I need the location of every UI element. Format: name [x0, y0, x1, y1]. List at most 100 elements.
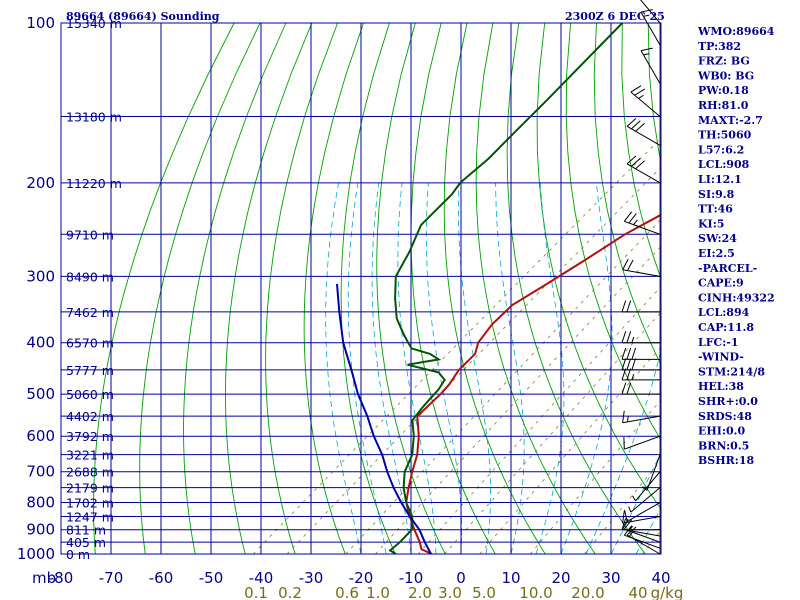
index-item: LFC:-1	[698, 336, 739, 349]
mixing-ratio-label: 5.0	[472, 584, 496, 600]
height-label: 6570 m	[66, 336, 114, 351]
wind-barb	[624, 502, 661, 522]
pressure-tick-label: 700	[26, 463, 55, 481]
mixing-ratio-line	[444, 311, 661, 554]
moist-adiabat	[371, 182, 412, 554]
height-label: 4402 m	[66, 409, 114, 424]
index-item: MAXT:-2.7	[698, 114, 763, 127]
mixing-ratio-label: 3.0	[438, 584, 462, 600]
parcel-line	[336, 283, 432, 554]
chart-time: 2300Z 6 DEC 25	[565, 10, 665, 23]
index-item: TH:5060	[698, 129, 752, 142]
temperature-tick-label: 30	[601, 569, 620, 587]
moist-adiabat	[495, 182, 525, 554]
height-label: 11220 m	[66, 176, 122, 191]
temperature-tick-label: -60	[149, 569, 174, 587]
index-item: BRN:0.5	[698, 439, 749, 452]
index-item: STM:214/8	[698, 365, 765, 378]
wind-barb	[623, 211, 661, 235]
wind-barb	[621, 300, 660, 313]
mixing-ratio-label: 40	[628, 584, 647, 600]
mixing-ratio-line	[252, 137, 661, 554]
wind-barb	[623, 435, 661, 450]
temperature-tick-label: -40	[249, 569, 274, 587]
index-item: CINH:49322	[698, 291, 775, 304]
height-label: 2179 m	[66, 481, 114, 496]
height-label: 8490 m	[66, 269, 114, 284]
index-item: EHI:0.0	[698, 425, 745, 438]
index-item: SI:9.8	[698, 188, 735, 201]
temperature-tick-label: -20	[349, 569, 374, 587]
wind-barb	[631, 471, 661, 502]
pressure-tick-label: 1000	[17, 545, 55, 563]
index-item: -WIND-	[698, 351, 744, 364]
pressure-tick-label: 900	[26, 521, 55, 539]
height-label: 0 m	[66, 547, 90, 562]
wind-barb	[640, 47, 661, 84]
mixing-ratio-label: 10.0	[519, 584, 552, 600]
mixing-ratio-label: 2.0	[408, 584, 432, 600]
dew-point-line	[388, 23, 624, 554]
height-label: 3221 m	[66, 448, 114, 463]
wind-barb	[641, 454, 661, 491]
index-item: CAP:11.8	[698, 321, 754, 334]
x-axis-label: mb	[32, 569, 56, 587]
wind-barb	[621, 331, 660, 344]
temperature-tick-label: -80	[49, 569, 74, 587]
temperature-tick-label: -50	[199, 569, 224, 587]
mixing-ratio-line	[479, 346, 661, 554]
background-lines	[61, 23, 661, 554]
pressure-tick-label: 200	[26, 174, 55, 192]
index-item: FRZ: BG	[698, 55, 750, 68]
temperature-tick-label: -10	[399, 569, 424, 587]
index-item: LCL:908	[698, 158, 750, 171]
index-item: HEL:38	[698, 380, 744, 393]
mixing-ratio-label: g/kg	[651, 584, 684, 600]
height-label: 811 m	[66, 523, 106, 538]
index-item: RH:81.0	[698, 99, 749, 112]
temperature-line	[405, 213, 661, 554]
wind-barbs	[621, 0, 661, 555]
wind-barb	[622, 511, 661, 524]
chart-title: 89664 (89664) Sounding	[66, 10, 220, 23]
wind-barb	[630, 85, 661, 117]
height-label: 5060 m	[66, 387, 114, 402]
wind-barb	[626, 117, 661, 146]
wind-barb	[621, 347, 660, 360]
height-label: 3792 m	[66, 429, 114, 444]
sounding-traces	[336, 23, 661, 554]
index-item: CAPE:9	[698, 277, 744, 290]
height-label: 405 m	[66, 535, 106, 550]
height-label: 9710 m	[66, 227, 114, 242]
index-item: SRDS:48	[698, 410, 752, 423]
height-label: 15340 m	[66, 16, 122, 31]
temperature-tick-label: 0	[456, 569, 466, 587]
wind-barb	[640, 0, 661, 24]
wind-barb	[628, 487, 661, 513]
index-item: L57:6.2	[698, 143, 744, 156]
pressure-tick-label: 800	[26, 494, 55, 512]
index-item: -PARCEL-	[698, 262, 757, 275]
wind-barb	[622, 410, 661, 424]
index-item: TP:382	[698, 40, 741, 53]
index-item: SHR+:0.0	[698, 395, 758, 408]
index-item: BSHR:18	[698, 454, 754, 467]
height-label: 7462 m	[66, 305, 114, 320]
temperature-tick-label: 10	[501, 569, 520, 587]
temperature-tick-label: -70	[99, 569, 124, 587]
pressure-tick-label: 400	[26, 334, 55, 352]
mixing-ratio-label: 0.6	[335, 584, 359, 600]
index-item: LI:12.1	[698, 173, 742, 186]
height-label: 1247 m	[66, 510, 114, 525]
index-item: LCL:894	[698, 306, 750, 319]
index-item: KI:5	[698, 217, 724, 230]
mixing-ratio-label: 1.0	[366, 584, 390, 600]
plot-frame	[60, 22, 662, 555]
wind-barb	[626, 155, 661, 184]
height-label: 5777 m	[66, 363, 114, 378]
wind-barb	[621, 518, 660, 531]
